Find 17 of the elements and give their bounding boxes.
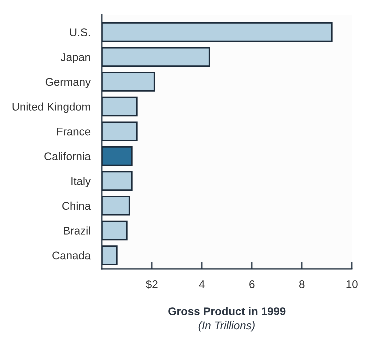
y-tick-label: China (62, 202, 92, 210)
y-tick-label: U.S. (70, 28, 90, 37)
x-tick-label: 6 (250, 280, 255, 288)
text: (In Trillions) (198, 321, 255, 332)
y-tick-label: United Kingdom (12, 102, 90, 114)
x-tick-label: 10 (346, 280, 358, 288)
y-tick-label: Brazil (64, 226, 90, 235)
y-tick-label: France (57, 128, 91, 136)
x-axis-title: Gross Product in 1999 (168, 307, 286, 316)
x-tick-label: $2 (146, 280, 158, 290)
y-tick-label: Japan (60, 54, 90, 64)
x-tick-label: 4 (199, 280, 205, 288)
y-tick-label: California (44, 152, 92, 160)
y-tick-label: Italy (72, 177, 92, 188)
y-tick-label: Canada (52, 251, 92, 260)
x-tick-label: 8 (300, 280, 305, 288)
y-tick-label: Germany (46, 78, 92, 88)
